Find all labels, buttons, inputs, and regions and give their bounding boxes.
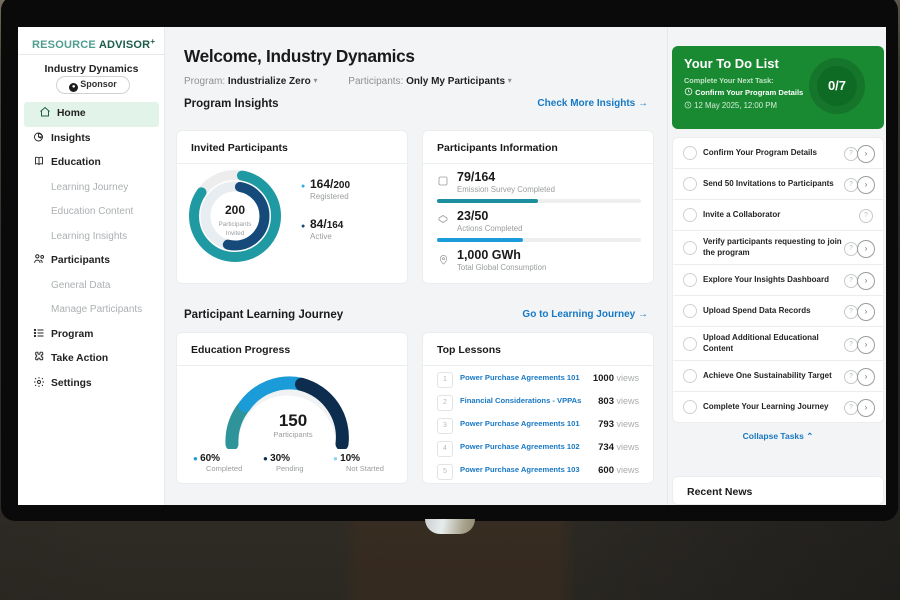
svg-text:Participants: Participants [219, 221, 252, 228]
svg-text:Invited: Invited [226, 230, 245, 237]
svg-text:200: 200 [225, 203, 245, 217]
